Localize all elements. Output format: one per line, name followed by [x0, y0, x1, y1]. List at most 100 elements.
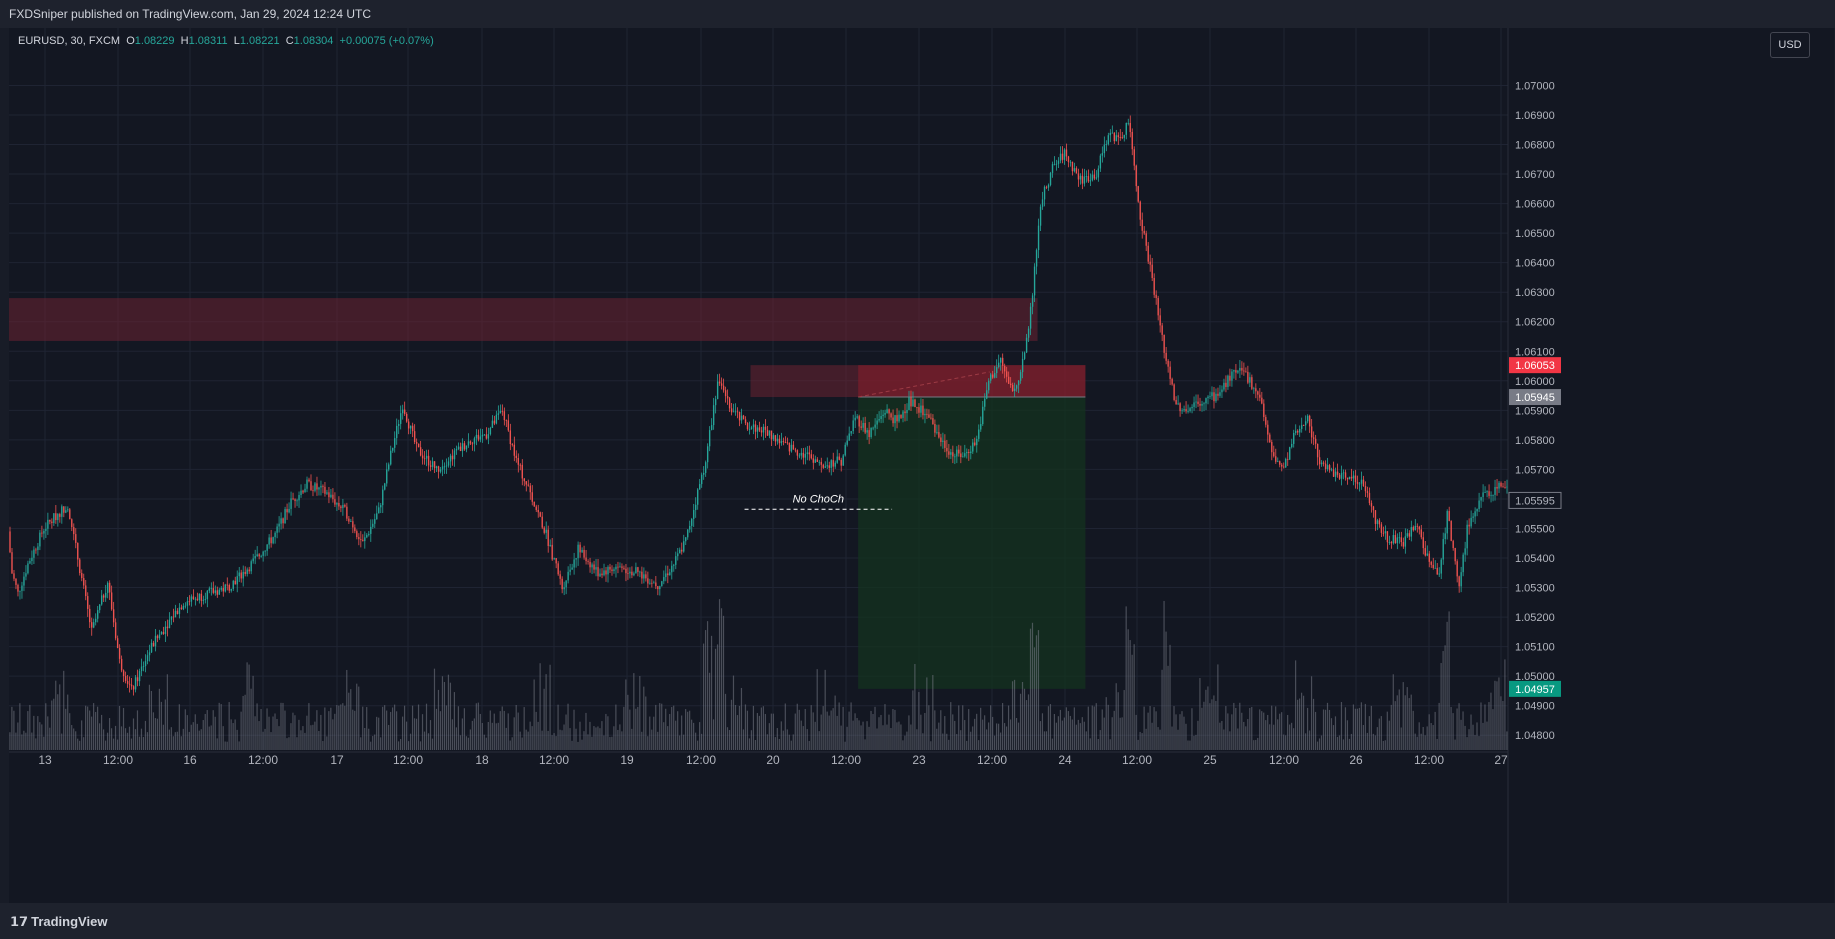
candle-body — [503, 411, 506, 421]
candle-body — [561, 578, 563, 590]
currency-button[interactable]: USD — [1770, 32, 1810, 58]
volume-bar — [59, 684, 61, 750]
candle-body — [671, 565, 673, 573]
candle-body — [306, 479, 308, 489]
volume-bar — [1033, 647, 1036, 750]
candle-body — [399, 413, 402, 424]
volume-bar — [778, 738, 780, 750]
volume-bar — [27, 711, 29, 750]
candle-body — [316, 483, 318, 490]
volume-bar — [202, 720, 204, 750]
volume-bar — [300, 730, 302, 750]
volume-bar — [730, 699, 733, 750]
candle-body — [1215, 393, 1217, 402]
candle-body — [1338, 474, 1341, 479]
volume-bar — [1261, 711, 1263, 750]
candle-body — [433, 461, 436, 469]
candle-body — [499, 411, 502, 414]
candle-body — [49, 519, 51, 522]
volume-bar — [340, 704, 342, 750]
volume-bar — [1416, 736, 1418, 750]
volume-bar — [366, 707, 368, 750]
volume-bar — [569, 728, 571, 750]
volume-bar — [704, 630, 707, 750]
volume-bar — [497, 722, 499, 750]
volume-bar — [386, 710, 388, 750]
volume-bar — [828, 715, 830, 750]
candle-body — [892, 417, 894, 424]
volume-bar — [962, 705, 964, 750]
volume-bar — [884, 704, 886, 750]
volume-bar — [1107, 704, 1109, 750]
volume-bar — [1003, 723, 1006, 750]
volume-bar — [679, 735, 681, 750]
brand[interactable]: 𝟭𝟳 TradingView — [10, 914, 107, 930]
candle-body — [1195, 401, 1197, 403]
candle-body — [184, 605, 187, 607]
volume-bar — [1197, 720, 1199, 750]
volume-bar — [423, 731, 426, 750]
volume-bar — [1328, 709, 1331, 750]
volume-bar — [806, 729, 808, 750]
candle-body — [1053, 163, 1056, 165]
candle-body — [697, 489, 699, 505]
candle-body — [55, 513, 57, 521]
volume-bar — [232, 723, 234, 750]
volume-bar — [625, 679, 627, 750]
time-axis[interactable]: 13 12:00 16 12:00 17 12:00 18 12:00 19 12:00 20 12:… — [9, 751, 1508, 767]
candle-body — [1039, 206, 1042, 226]
candle-body — [854, 417, 856, 421]
volume-bar — [663, 722, 665, 750]
volume-bar — [992, 716, 994, 750]
volume-bar — [1267, 714, 1269, 750]
volume-bar — [551, 735, 553, 750]
candle-body — [603, 570, 605, 576]
candle-body — [268, 537, 270, 545]
candle-body — [65, 510, 67, 513]
volume-bar — [1191, 708, 1193, 750]
volume-bar — [9, 732, 11, 750]
candle-body — [525, 481, 527, 485]
candle-body — [545, 529, 547, 533]
volume-bar — [746, 710, 749, 750]
candle-body — [579, 544, 581, 553]
volume-bar — [712, 719, 715, 750]
candle-body — [730, 408, 733, 413]
candle-body — [1398, 537, 1401, 539]
volume-bar — [1137, 739, 1139, 750]
candle-body — [1063, 149, 1066, 160]
volume-bar — [316, 710, 318, 750]
volume-bar — [633, 673, 635, 750]
candle-body — [461, 443, 464, 452]
candle-body — [1318, 457, 1321, 465]
price-axis[interactable]: 1.070001.069001.068001.067001.066001.065… — [1507, 28, 1562, 903]
candle-body — [136, 677, 139, 682]
candle-body — [1293, 432, 1295, 444]
volume-bar — [1217, 664, 1219, 750]
candle-body — [1221, 389, 1223, 393]
candle-body — [489, 427, 492, 435]
volume-bar — [768, 723, 770, 750]
volume-bar — [1075, 724, 1077, 750]
candle-body — [1324, 463, 1327, 469]
candle-body — [1069, 161, 1072, 163]
volume-bar — [523, 707, 525, 750]
volume-bar — [138, 736, 141, 750]
candle-body — [312, 490, 314, 492]
candle-body — [1011, 385, 1014, 392]
candle-body — [591, 564, 593, 568]
volume-bar — [794, 713, 796, 750]
volume-bar — [435, 708, 438, 750]
candle-body — [108, 582, 111, 593]
candle-body — [1442, 539, 1444, 560]
candle-body — [1310, 426, 1313, 438]
volume-bar — [162, 724, 164, 750]
candle-body — [1001, 357, 1004, 366]
y-tick-label: 1.06700 — [1515, 169, 1555, 181]
candle-body — [338, 503, 340, 507]
volume-bar — [990, 705, 992, 750]
candle-body — [89, 608, 91, 623]
volume-bar — [852, 720, 854, 750]
volume-bar — [1135, 714, 1137, 750]
